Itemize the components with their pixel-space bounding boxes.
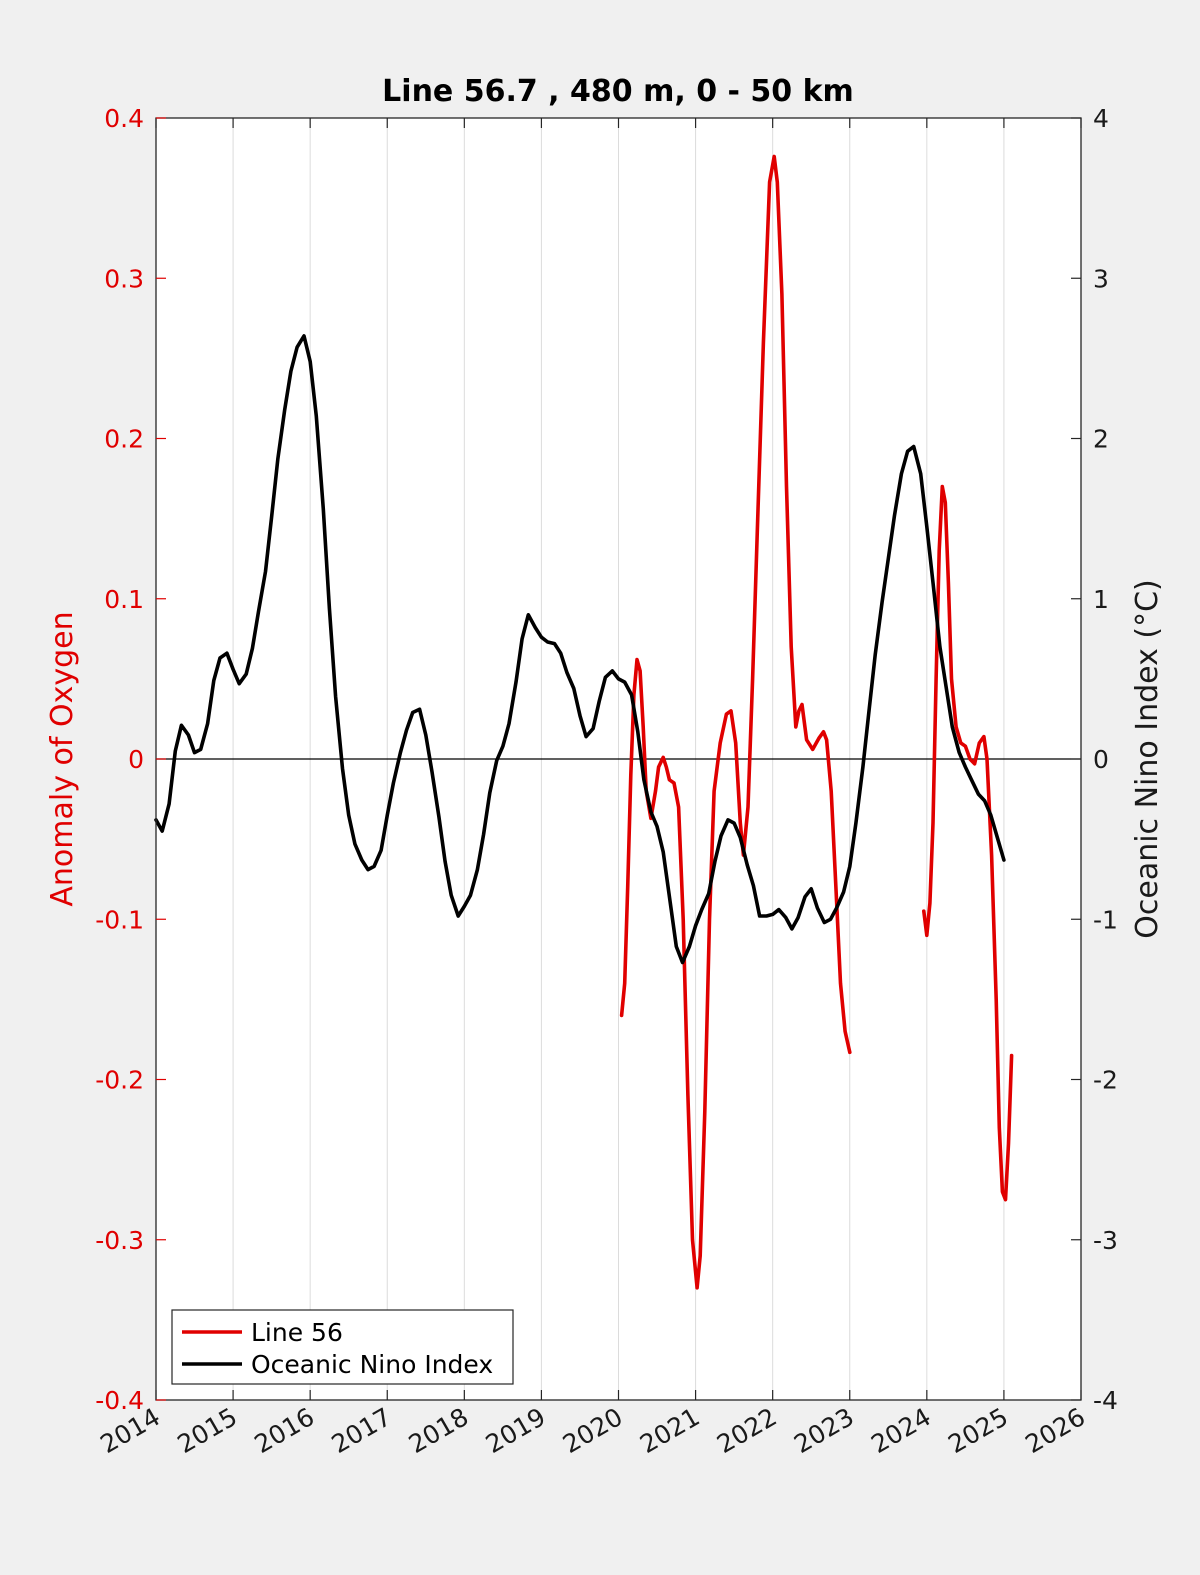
left-tick-label: 0.1 (104, 585, 144, 614)
right-tick-label: 4 (1093, 104, 1109, 133)
left-tick-label: 0.4 (104, 104, 144, 133)
left-tick-label: -0.2 (95, 1066, 144, 1095)
left-tick-label: -0.3 (95, 1226, 144, 1255)
right-tick-label: 0 (1093, 745, 1109, 774)
right-tick-label: -1 (1093, 905, 1118, 934)
left-axis-label: Anomaly of Oxygen (45, 611, 80, 906)
left-tick-label: -0.4 (95, 1386, 144, 1415)
oni-series-line (154, 334, 1006, 965)
left-tick-label: 0.2 (104, 425, 144, 454)
series-layer (154, 154, 1014, 1290)
legend-oni-label: Oceanic Nino Index (251, 1350, 493, 1379)
left-tick-label: -0.1 (95, 905, 144, 934)
left-tick-label: 0.3 (104, 264, 144, 293)
tick-marks (155, 117, 1082, 1401)
legend[interactable]: Line 56 Oceanic Nino Index (171, 1309, 514, 1385)
right-tick-label: -2 (1093, 1066, 1118, 1095)
chart-title: Line 56.7 , 480 m, 0 - 50 km (382, 74, 854, 109)
line56-series-segment (921, 484, 1014, 1202)
legend-box (171, 1309, 514, 1385)
right-axis-label: Oceanic Nino Index (°C) (1130, 579, 1165, 939)
right-tick-label: 2 (1093, 425, 1109, 454)
left-tick-label: 0 (128, 745, 144, 774)
right-tick-label: -3 (1093, 1226, 1118, 1255)
legend-line56-label: Line 56 (251, 1318, 343, 1347)
right-tick-label: 3 (1093, 264, 1109, 293)
right-tick-label: -4 (1093, 1386, 1118, 1415)
left-y-tick-labels: -0.4 -0.3 -0.2 -0.1 0 0.1 0.2 0.3 0.4 (95, 104, 144, 1415)
right-tick-label: 1 (1093, 585, 1109, 614)
right-y-tick-labels: -4 -3 -2 -1 0 1 2 3 4 (1093, 104, 1118, 1415)
